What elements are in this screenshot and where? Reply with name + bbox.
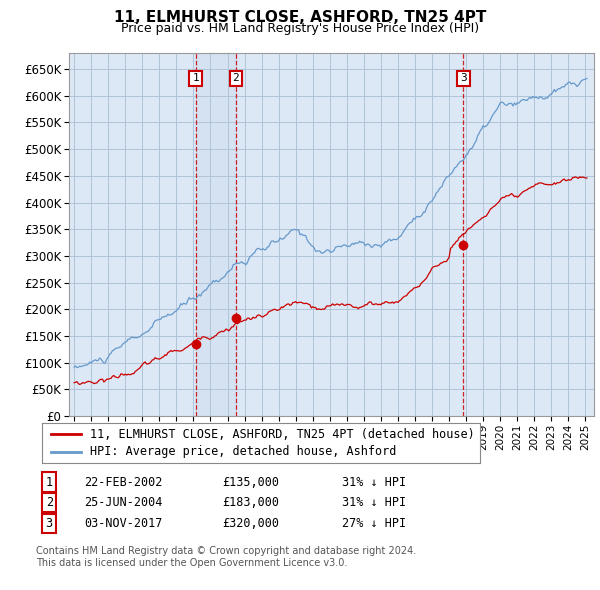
Text: 11, ELMHURST CLOSE, ASHFORD, TN25 4PT (detached house): 11, ELMHURST CLOSE, ASHFORD, TN25 4PT (d… xyxy=(90,428,475,441)
Text: 03-NOV-2017: 03-NOV-2017 xyxy=(84,517,163,530)
Text: 3: 3 xyxy=(460,74,467,84)
Text: 2: 2 xyxy=(46,496,53,509)
Text: 31% ↓ HPI: 31% ↓ HPI xyxy=(342,496,406,509)
Text: Contains HM Land Registry data © Crown copyright and database right 2024.: Contains HM Land Registry data © Crown c… xyxy=(36,546,416,556)
Text: £320,000: £320,000 xyxy=(222,517,279,530)
Text: 1: 1 xyxy=(192,74,199,84)
Text: £135,000: £135,000 xyxy=(222,476,279,489)
Text: 31% ↓ HPI: 31% ↓ HPI xyxy=(342,476,406,489)
Text: £183,000: £183,000 xyxy=(222,496,279,509)
Text: 27% ↓ HPI: 27% ↓ HPI xyxy=(342,517,406,530)
Text: 22-FEB-2002: 22-FEB-2002 xyxy=(84,476,163,489)
Text: 3: 3 xyxy=(46,517,53,530)
Text: 11, ELMHURST CLOSE, ASHFORD, TN25 4PT: 11, ELMHURST CLOSE, ASHFORD, TN25 4PT xyxy=(114,10,486,25)
Bar xyxy=(196,53,236,416)
Text: This data is licensed under the Open Government Licence v3.0.: This data is licensed under the Open Gov… xyxy=(36,558,347,568)
Text: 1: 1 xyxy=(46,476,53,489)
Text: HPI: Average price, detached house, Ashford: HPI: Average price, detached house, Ashf… xyxy=(90,445,397,458)
Text: 25-JUN-2004: 25-JUN-2004 xyxy=(84,496,163,509)
Text: 2: 2 xyxy=(232,74,239,84)
Text: Price paid vs. HM Land Registry's House Price Index (HPI): Price paid vs. HM Land Registry's House … xyxy=(121,22,479,35)
